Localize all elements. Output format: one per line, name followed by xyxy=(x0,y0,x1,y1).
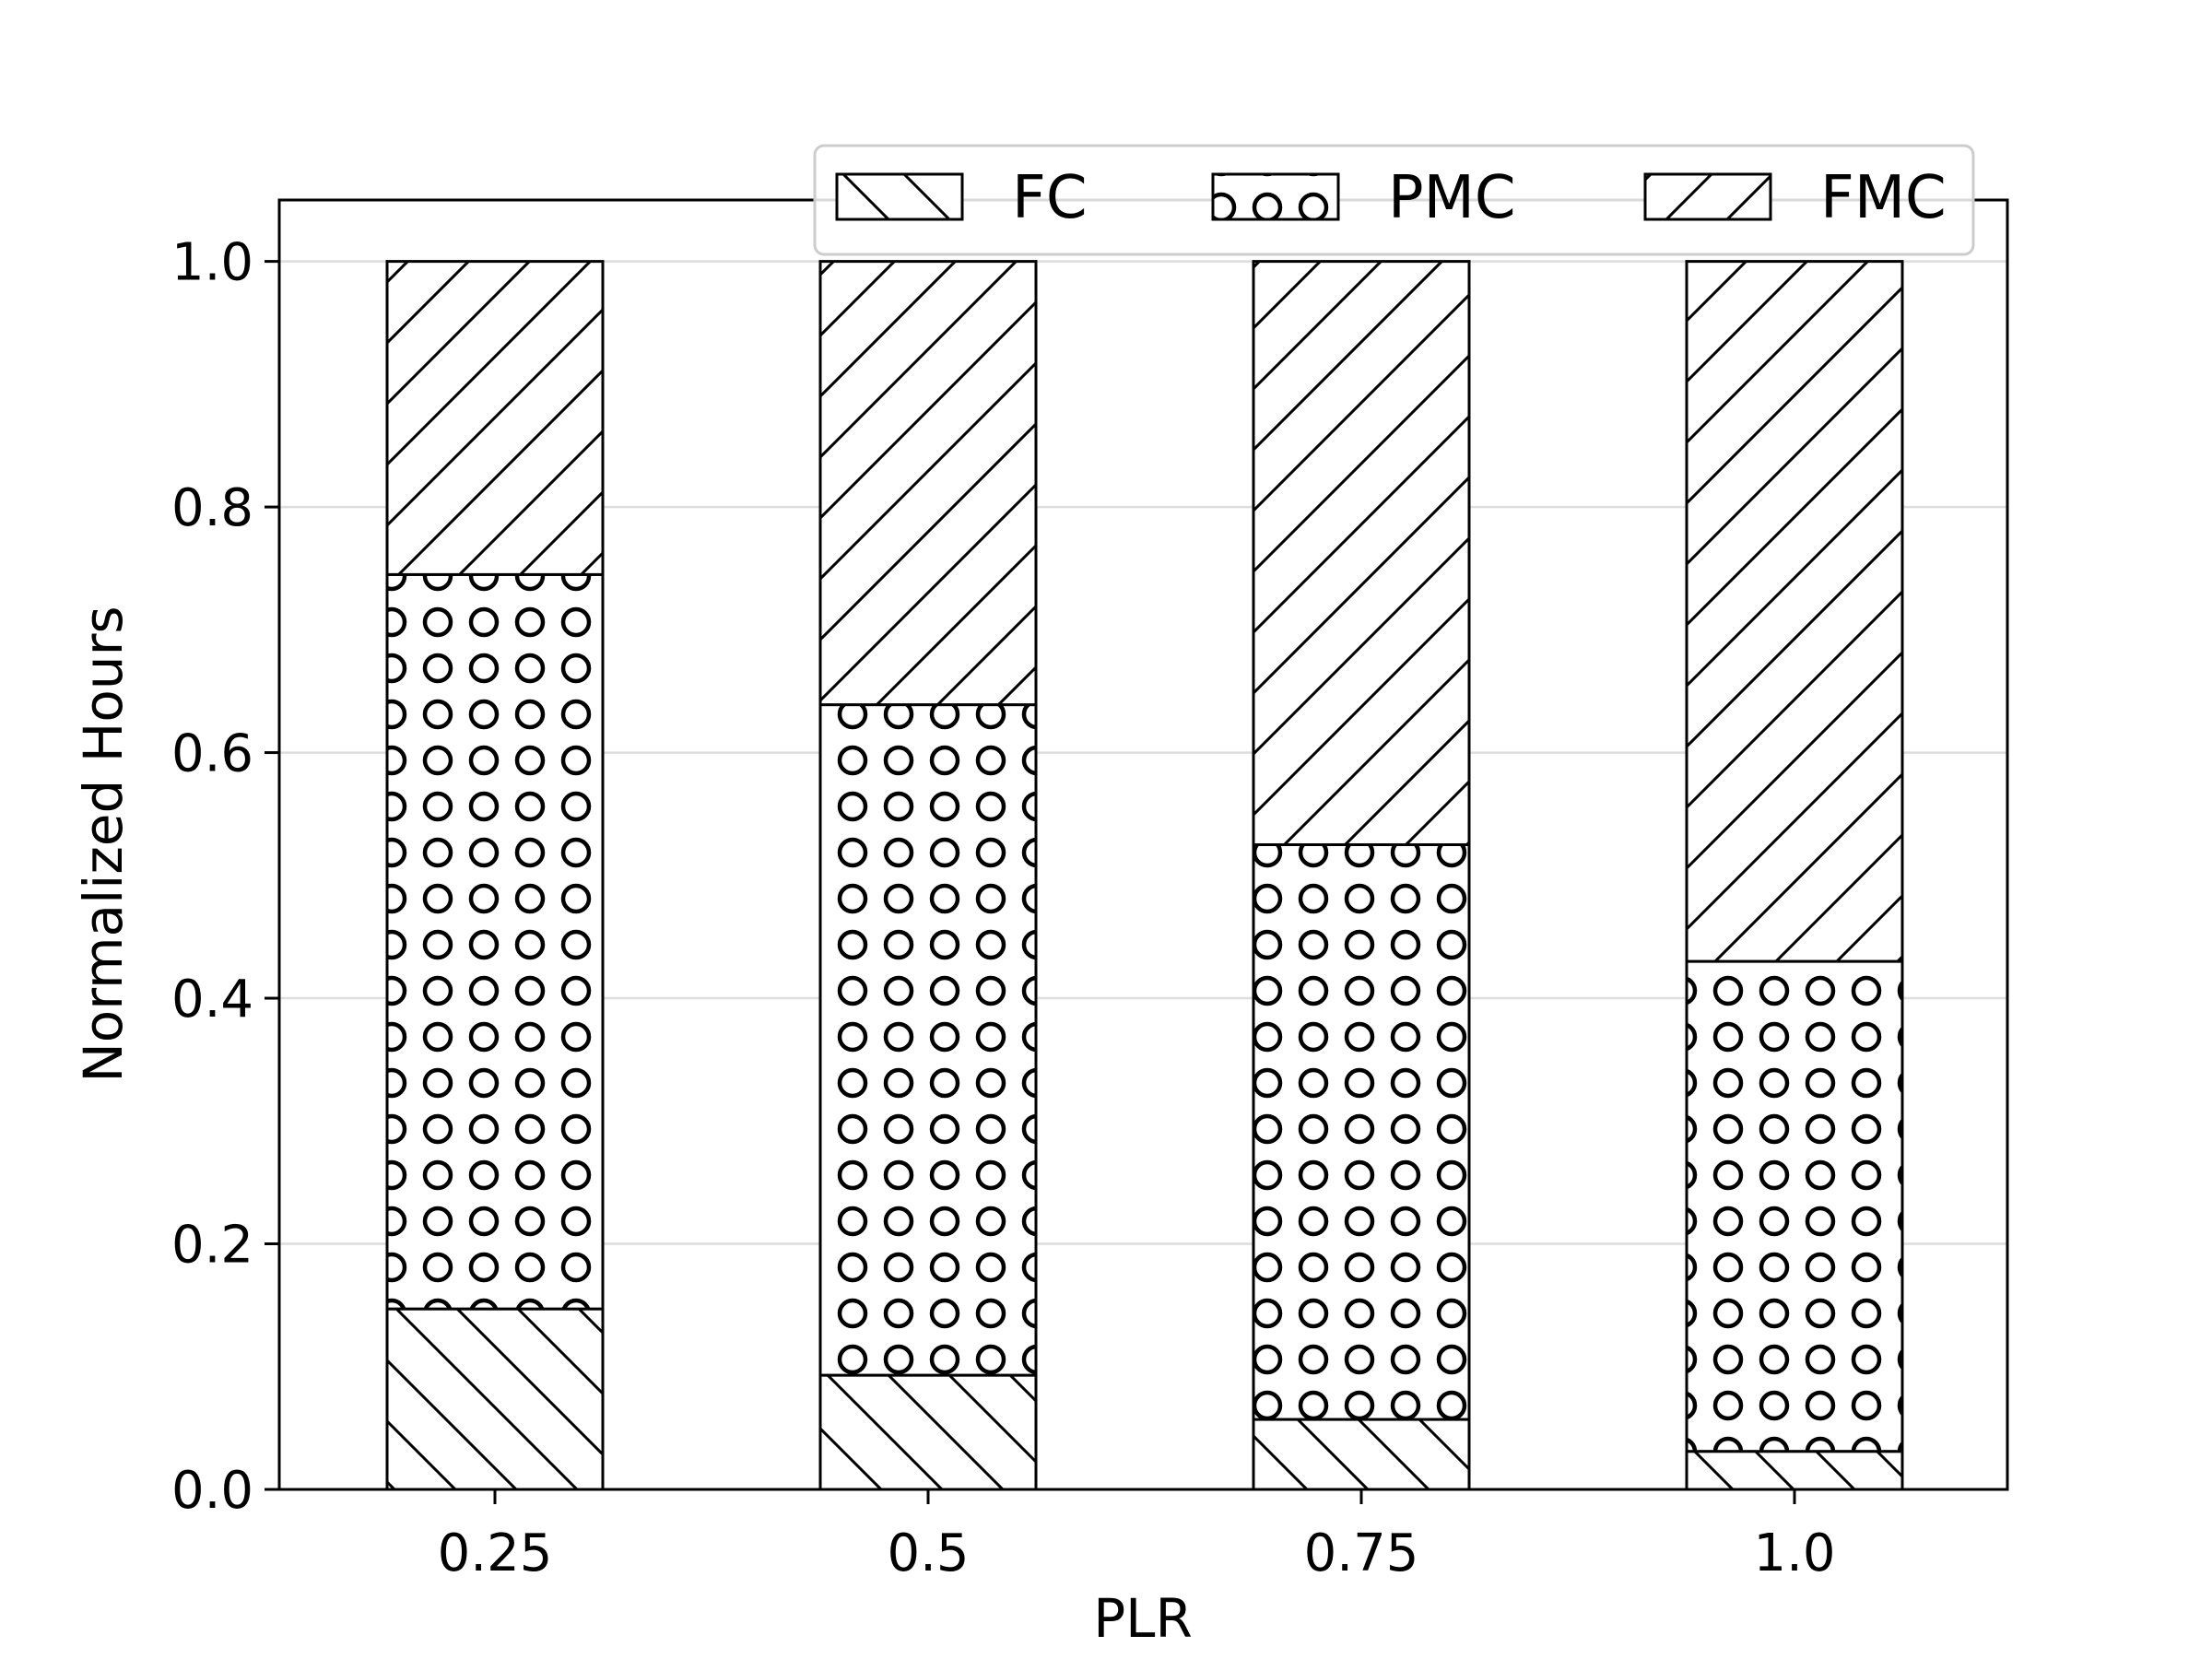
bar-segment-fmc xyxy=(818,260,1038,707)
bar-segment-pmc xyxy=(1252,843,1471,1421)
x-tick-label: 0.75 xyxy=(1304,1524,1419,1583)
y-tick-label: 0.8 xyxy=(171,478,253,538)
y-tick-label: 0.0 xyxy=(171,1461,253,1521)
legend-label-pmc: PMC xyxy=(1388,164,1516,232)
x-tick-label: 0.5 xyxy=(887,1524,969,1583)
legend-swatch-pmc xyxy=(1211,172,1340,221)
y-tick-label: 1.0 xyxy=(171,233,253,293)
bar-segment-fc xyxy=(818,1373,1038,1491)
bars xyxy=(385,260,1904,1491)
x-tick-label: 1.0 xyxy=(1753,1524,1835,1583)
y-tick-label: 0.4 xyxy=(171,970,253,1030)
legend-label-fmc: FMC xyxy=(1820,164,1947,232)
legend-label-fc: FC xyxy=(1012,164,1088,232)
bar-segment-fmc xyxy=(1685,260,1904,963)
x-tick-label: 0.25 xyxy=(438,1524,553,1583)
legend: FC PMC FMC xyxy=(813,144,1975,256)
bar-segment-fc xyxy=(1252,1418,1471,1491)
bar-segment-fc xyxy=(385,1307,605,1491)
y-tick-label: 0.6 xyxy=(171,724,253,784)
bar-segment-pmc xyxy=(385,572,605,1311)
bar-segment-pmc xyxy=(1685,959,1904,1453)
axes: 0.0 0.2 0.4 0.6 0.8 1.0 0.25 0.5 0.75 1.0 xyxy=(171,233,1836,1583)
y-axis-title: Normalized Hours xyxy=(72,606,135,1082)
x-axis-title: PLR xyxy=(1093,1587,1193,1650)
y-tick-label: 0.2 xyxy=(171,1216,253,1276)
legend-swatch-fmc xyxy=(1643,172,1772,221)
bar-segment-fc xyxy=(1685,1450,1904,1491)
bar-segment-fmc xyxy=(385,260,605,576)
bar-segment-pmc xyxy=(818,703,1038,1377)
bar-segment-fmc xyxy=(1252,260,1471,847)
legend-swatch-fc xyxy=(835,172,964,221)
